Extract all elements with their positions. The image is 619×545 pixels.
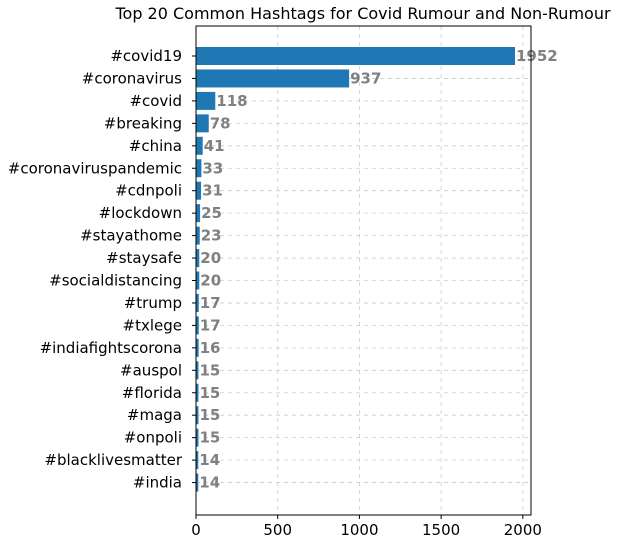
bar xyxy=(196,451,199,470)
category-label: #coronavirus xyxy=(82,69,182,87)
category-labels: #covid19 #coronavirus #covid #breaking #chin… xyxy=(8,47,196,492)
x-tick-label: 500 xyxy=(263,521,292,539)
category-label: #covid19 xyxy=(110,47,182,65)
category-label: #blacklivesmatter xyxy=(44,451,182,469)
bar xyxy=(196,226,200,245)
bar xyxy=(196,338,199,357)
value-label: 118 xyxy=(216,92,247,110)
category-label: #indiafightscorona xyxy=(40,339,182,357)
category-label: #staysafe xyxy=(106,249,182,267)
category-label: #coronaviruspandemic xyxy=(8,159,182,177)
bar xyxy=(196,136,203,155)
value-label: 14 xyxy=(199,474,220,492)
value-label: 31 xyxy=(202,182,223,200)
value-label: 15 xyxy=(199,384,220,402)
value-label: 23 xyxy=(201,227,222,245)
bars xyxy=(196,47,515,492)
value-label: 937 xyxy=(350,69,381,87)
bar xyxy=(196,316,199,335)
value-label: 17 xyxy=(200,294,221,312)
x-tick-label: 0 xyxy=(191,521,201,539)
category-label: #socialdistancing xyxy=(49,272,182,290)
plot-frame xyxy=(195,25,532,516)
x-tick-label: 1000 xyxy=(340,521,378,539)
bar xyxy=(196,249,200,268)
x-tick-label: 2000 xyxy=(504,521,542,539)
value-label: 14 xyxy=(199,451,220,469)
value-label: 78 xyxy=(210,114,231,132)
chart-title: Top 20 Common Hashtags for Covid Rumour … xyxy=(114,4,610,23)
value-label: 17 xyxy=(200,316,221,334)
bar xyxy=(196,473,199,492)
value-label: 16 xyxy=(200,339,221,357)
bar xyxy=(196,271,200,290)
bar xyxy=(196,114,209,133)
category-label: #txlege xyxy=(123,316,182,334)
category-label: #maga xyxy=(127,406,182,424)
category-label: #cdnpoli xyxy=(115,182,182,200)
value-label: 15 xyxy=(199,361,220,379)
category-label: #covid xyxy=(129,92,182,110)
bar xyxy=(196,428,199,447)
bar xyxy=(196,406,199,425)
category-label: #lockdown xyxy=(99,204,182,222)
category-label: #breaking xyxy=(104,114,182,132)
value-label: 41 xyxy=(204,137,225,155)
x-tick-label: 1500 xyxy=(422,521,460,539)
category-label: #trump xyxy=(124,294,182,312)
x-axis-ticks: 0 500 1000 1500 2000 xyxy=(191,515,542,539)
value-label: 20 xyxy=(200,272,221,290)
bar xyxy=(196,181,202,200)
value-label: 15 xyxy=(199,406,220,424)
bar xyxy=(196,91,216,110)
value-label: 20 xyxy=(200,249,221,267)
bar xyxy=(196,293,199,312)
bar xyxy=(196,69,350,88)
category-label: #onpoli xyxy=(124,429,182,447)
category-label: #auspol xyxy=(120,361,182,379)
value-label: 15 xyxy=(199,429,220,447)
value-label: 33 xyxy=(202,159,223,177)
bar xyxy=(196,204,201,223)
bar xyxy=(196,159,202,178)
bar xyxy=(196,47,515,65)
bar xyxy=(196,361,199,380)
category-label: #china xyxy=(129,137,182,155)
category-label: #florida xyxy=(122,384,182,402)
value-label: 1952 xyxy=(516,47,558,65)
value-labels: 1952 937 118 78 41 33 31 25 23 20 20 17 17 16 15 15 15 15… xyxy=(199,47,557,492)
category-label: #stayathome xyxy=(80,227,182,245)
category-label: #india xyxy=(133,474,182,492)
bar xyxy=(196,383,199,402)
value-label: 25 xyxy=(201,204,222,222)
